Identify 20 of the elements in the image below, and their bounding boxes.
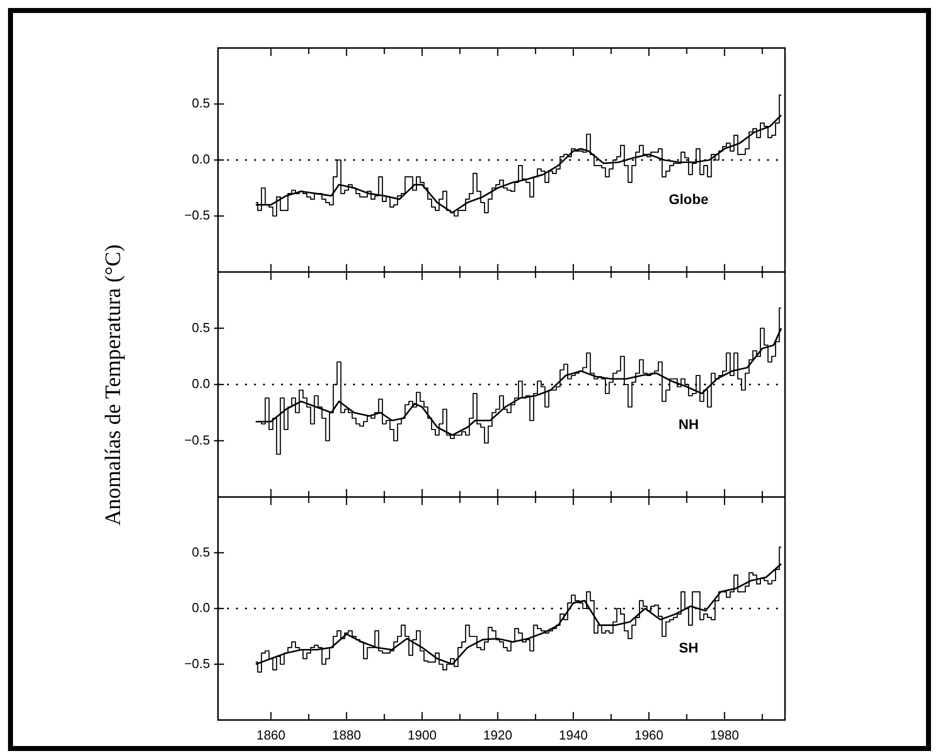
x-tick-label: 1900 [408,727,437,742]
x-tick-label: 1940 [558,727,588,742]
y-tick-label: 0.0 [192,376,210,392]
y-tick-label: 0.5 [192,320,210,335]
x-tick-label: 1860 [256,727,286,742]
x-tick-label: 1960 [634,727,664,742]
annotation: NH [678,416,699,432]
x-tick-label: 1980 [710,727,739,742]
y-tick-label: 0.0 [192,600,210,616]
annotation: Globe [668,191,709,208]
x-tick-label: 1880 [332,727,361,742]
y-tick-label: 0.5 [192,544,210,560]
x-tick-label: 1920 [483,727,512,742]
y-axis-title: Anomalías de Temperatura (°C) [100,244,126,526]
annotation: SH [678,640,698,656]
y-tick-label: −0.5 [184,208,210,223]
y-tick-label: −0.5 [184,432,210,448]
y-tick-label: 0.5 [192,96,210,111]
y-tick-label: −0.5 [184,656,210,671]
y-tick-label: 0.0 [192,152,210,167]
